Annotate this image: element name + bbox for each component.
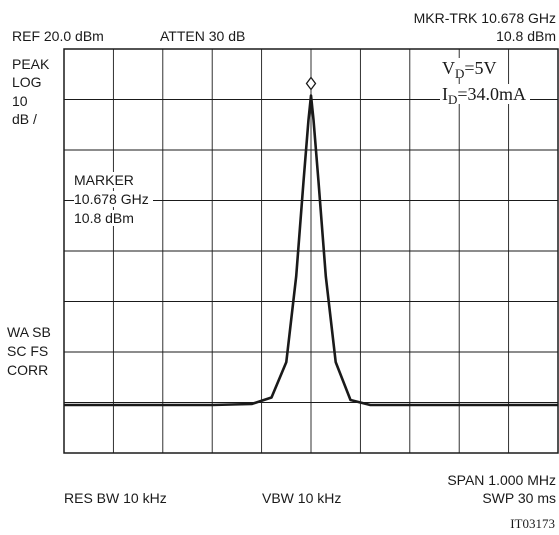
attenuation-label: ATTEN 30 dB <box>160 28 246 44</box>
drain-voltage-value: =5V <box>464 58 497 78</box>
drain-current: ID=34.0mA <box>440 84 531 107</box>
figure-id: IT03173 <box>510 516 555 531</box>
ref-level-label: REF 20.0 dBm <box>12 28 104 44</box>
scale-unit-label: dB / <box>12 111 37 127</box>
marker-diamond <box>305 76 317 91</box>
drain-current-value: =34.0mA <box>457 84 527 104</box>
detector-peak-label: PEAK <box>12 56 50 72</box>
drain-current-symbol: I <box>442 84 448 104</box>
sweep-time-label: SWP 30 ms <box>482 490 556 506</box>
scale-log-label: LOG <box>12 74 42 90</box>
grid-lines <box>64 49 558 453</box>
drain-current-subscript: D <box>448 92 458 107</box>
corr-label: CORR <box>7 362 49 378</box>
sc-fs-label: SC FS <box>7 343 49 359</box>
spectrum-trace <box>64 94 558 407</box>
marker-track-level: 10.8 dBm <box>496 28 556 44</box>
drain-voltage-subscript: D <box>455 66 465 81</box>
wa-sb-label: WA SB <box>7 324 51 340</box>
marker-track-frequency: MKR-TRK 10.678 GHz <box>413 10 556 26</box>
resolution-bandwidth-label: RES BW 10 kHz <box>64 490 167 506</box>
drain-voltage: VD=5V <box>440 58 501 81</box>
drain-voltage-symbol: V <box>442 58 455 78</box>
marker-title: MARKER <box>74 172 138 188</box>
span-label: SPAN 1.000 MHz <box>447 472 556 488</box>
video-bandwidth-label: VBW 10 kHz <box>262 490 342 506</box>
marker-frequency: 10.678 GHz <box>74 191 153 207</box>
marker-level: 10.8 dBm <box>74 210 138 226</box>
scale-value-label: 10 <box>12 93 28 109</box>
